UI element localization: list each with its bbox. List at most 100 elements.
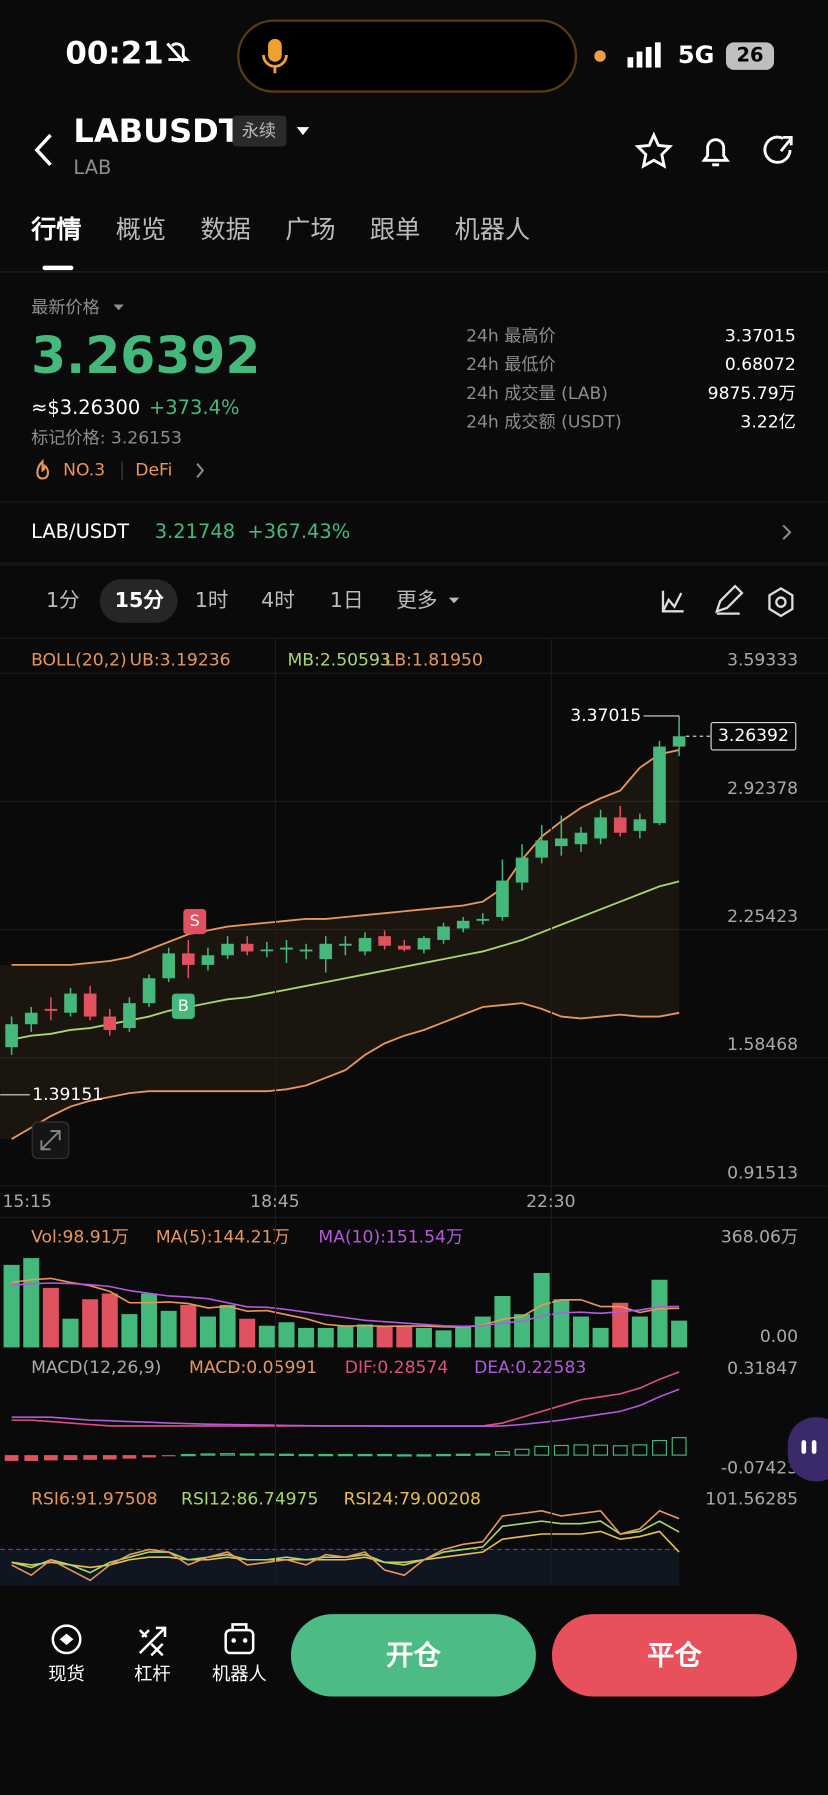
macd-bar (671, 1437, 687, 1456)
volume-bar (219, 1304, 236, 1348)
candle-body (162, 953, 175, 979)
time-label: 18:45 (250, 1192, 299, 1212)
candle-body (653, 746, 666, 824)
volume-bar (42, 1287, 59, 1348)
nav-label[interactable]: 现货 (48, 1664, 85, 1685)
close-label: 平仓 (647, 1640, 702, 1671)
price-dropdown[interactable] (113, 304, 124, 311)
share-button[interactable] (763, 135, 793, 164)
volume-bar (199, 1316, 216, 1348)
macd-bar (63, 1455, 78, 1461)
more-dropdown[interactable] (448, 597, 460, 604)
chevron (782, 524, 792, 540)
legend: LB:1.81950 (385, 651, 483, 671)
usd-price: ≈$3.26300 (31, 396, 140, 419)
interval[interactable]: 4时 (261, 588, 295, 612)
volume-bar (612, 1302, 629, 1348)
tab[interactable]: 概览 (116, 215, 166, 244)
stat-label: 24h 最低价 (466, 355, 556, 375)
draw-button[interactable] (714, 584, 744, 615)
interval[interactable]: 1分 (46, 588, 80, 612)
legend: MACD(12,26,9) (31, 1358, 161, 1378)
macd-bar (318, 1453, 334, 1457)
tab[interactable]: 行情 (30, 215, 81, 244)
candle-body (221, 943, 234, 956)
divider (0, 501, 828, 503)
favorite-button[interactable] (634, 131, 674, 169)
macd-bar (220, 1453, 236, 1456)
bot-icon-top (231, 1623, 248, 1631)
rsi-zone (0, 1549, 680, 1586)
time-axis: 15:15 18:45 22:30 (2, 638, 576, 1585)
volume-bar (121, 1314, 138, 1348)
legend: MB:2.50593 (288, 651, 391, 671)
macd-bar (279, 1453, 294, 1456)
stats: 24h 最高价 3.37015 24h 最低价 0.68072 24h 成交量 … (466, 327, 796, 433)
macd-bar (122, 1455, 137, 1459)
close-button[interactable] (551, 1614, 797, 1697)
spot-icon-inner (59, 1633, 74, 1646)
base-asset: LAB (73, 156, 111, 179)
macd-bar (4, 1455, 19, 1461)
macd-bar (180, 1453, 196, 1457)
open-button[interactable] (290, 1614, 536, 1697)
macd-bar (416, 1454, 432, 1457)
divider (0, 637, 828, 639)
tab[interactable]: 广场 (285, 215, 335, 244)
interval[interactable]: 1时 (195, 588, 229, 612)
alert-button[interactable] (701, 138, 730, 167)
stat-value: 9875.79万 (708, 384, 796, 404)
floating-assistant[interactable] (787, 1417, 828, 1482)
interval[interactable]: 更多 (396, 588, 437, 612)
volume-bar (239, 1318, 256, 1348)
interval[interactable]: 15分 (115, 588, 165, 612)
last-price: 3.26392 (31, 326, 260, 385)
volume-ma5 (11, 1277, 680, 1328)
macd-bar (534, 1445, 550, 1456)
symbol: LABUSDT (73, 112, 240, 150)
candle-body (613, 817, 627, 833)
back-button[interactable] (34, 133, 52, 167)
fullscreen-icon (40, 1130, 61, 1151)
macd-bar (514, 1448, 530, 1456)
volume-bar (23, 1258, 40, 1348)
legend: DIF:0.28574 (345, 1358, 449, 1378)
candle-body (535, 840, 548, 858)
volume-bar (592, 1327, 609, 1348)
symbol-dropdown[interactable] (296, 127, 310, 136)
indicator-button[interactable] (661, 590, 684, 613)
y-tick-label: 0.31847 (727, 1359, 798, 1379)
sector[interactable]: DeFi (135, 461, 172, 481)
macd-bar (357, 1453, 373, 1457)
last-price-label: 3.26392 (718, 726, 789, 746)
spot-change: +367.43% (247, 520, 350, 543)
legend: MA(5):144.21万 (156, 1227, 290, 1247)
macd-bar (44, 1455, 58, 1461)
high-marker-label: 3.37015 (570, 706, 641, 726)
candle-body (633, 819, 647, 831)
settings-button[interactable] (768, 587, 794, 618)
nav-label[interactable]: 杠杆 (134, 1664, 171, 1685)
tab[interactable]: 数据 (201, 215, 251, 244)
volume-bar (474, 1316, 491, 1348)
y-tick-label: 368.06万 (721, 1227, 798, 1247)
macd-bar (161, 1455, 176, 1457)
macd-bar (494, 1451, 510, 1456)
tab[interactable]: 机器人 (455, 215, 531, 244)
interval[interactable]: 1日 (330, 588, 364, 612)
nav-label[interactable]: 机器人 (212, 1664, 267, 1685)
candle-body (358, 938, 372, 952)
candle-body (182, 953, 195, 965)
y-tick-label: 101.56285 (705, 1490, 798, 1510)
volume-bar (356, 1324, 374, 1348)
tab[interactable]: 跟单 (370, 215, 420, 244)
chevron (196, 462, 205, 479)
margin-icon (138, 1626, 167, 1657)
macd-bar (24, 1455, 39, 1461)
spot-pair[interactable]: LAB/USDT (31, 520, 129, 543)
stat-label: 24h 成交额 (USDT) (466, 412, 622, 432)
macd-bar (298, 1453, 314, 1457)
macd-bar (475, 1453, 491, 1456)
legend: BOLL(20,2) (31, 651, 127, 671)
